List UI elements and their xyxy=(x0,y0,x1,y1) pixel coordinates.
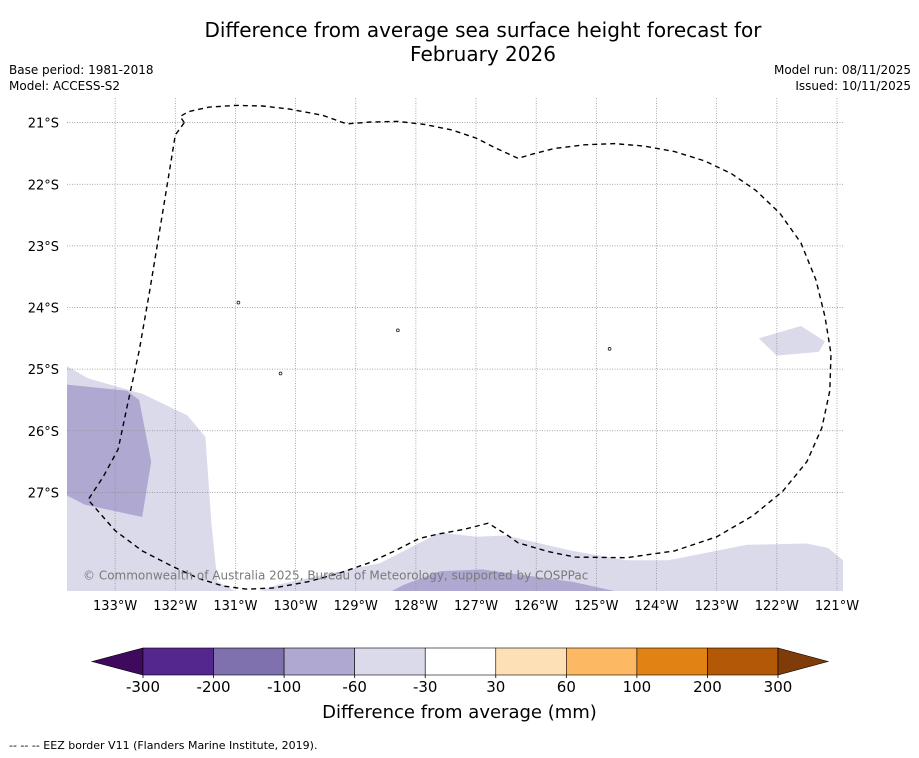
lat-label: 24°S xyxy=(28,302,59,317)
meta-left: Base period: 1981-2018 Model: ACCESS-S2 xyxy=(9,62,154,94)
island-marker xyxy=(607,347,612,351)
lon-label: 133°W xyxy=(93,599,137,614)
island-marker xyxy=(236,300,241,305)
lon-label: 129°W xyxy=(334,599,378,614)
lat-label: 27°S xyxy=(28,486,59,501)
lon-label: 126°W xyxy=(514,599,558,614)
title-line-1: Difference from average sea surface heig… xyxy=(204,18,762,42)
island-marker xyxy=(396,328,400,333)
lon-label: 124°W xyxy=(634,599,678,614)
issued-date: Issued: 10/11/2025 xyxy=(795,79,911,93)
title-line-2: February 2026 xyxy=(410,42,556,66)
eez-border xyxy=(87,104,832,590)
colorbar-label: Difference from average (mm) xyxy=(322,702,597,723)
lon-label: 127°W xyxy=(454,599,498,614)
lon-label: 128°W xyxy=(394,599,438,614)
meta-right: Model run: 08/11/2025 Issued: 10/11/2025 xyxy=(774,62,911,94)
footnote: -- -- -- EEZ border V11 (Flanders Marine… xyxy=(9,739,318,752)
lon-label: 123°W xyxy=(695,599,739,614)
island-marker xyxy=(278,371,283,376)
region-west-dark xyxy=(67,384,152,517)
model-name: Model: ACCESS-S2 xyxy=(9,79,121,93)
base-period: Base period: 1981-2018 xyxy=(9,63,154,77)
lon-label: 125°W xyxy=(574,599,618,614)
map-plot-area: © Commonwealth of Australia 2025, Bureau… xyxy=(67,98,843,591)
lon-label: 130°W xyxy=(274,599,318,614)
lat-label: 26°S xyxy=(28,425,59,440)
copyright-notice: © Commonwealth of Australia 2025, Bureau… xyxy=(83,569,588,583)
lon-label: 122°W xyxy=(755,599,799,614)
lat-label: 21°S xyxy=(28,117,59,132)
model-run: Model run: 08/11/2025 xyxy=(773,63,911,77)
chart-title: Difference from average sea surface heig… xyxy=(0,18,919,66)
lon-label: 121°W xyxy=(815,599,859,614)
lon-label: 131°W xyxy=(213,599,257,614)
lat-label: 23°S xyxy=(28,240,59,255)
lat-label: 22°S xyxy=(28,178,59,193)
lat-label: 25°S xyxy=(28,363,59,378)
region-south-light xyxy=(259,532,843,591)
region-east-light xyxy=(758,326,825,356)
lon-label: 132°W xyxy=(153,599,197,614)
region-south-dark xyxy=(391,569,615,591)
